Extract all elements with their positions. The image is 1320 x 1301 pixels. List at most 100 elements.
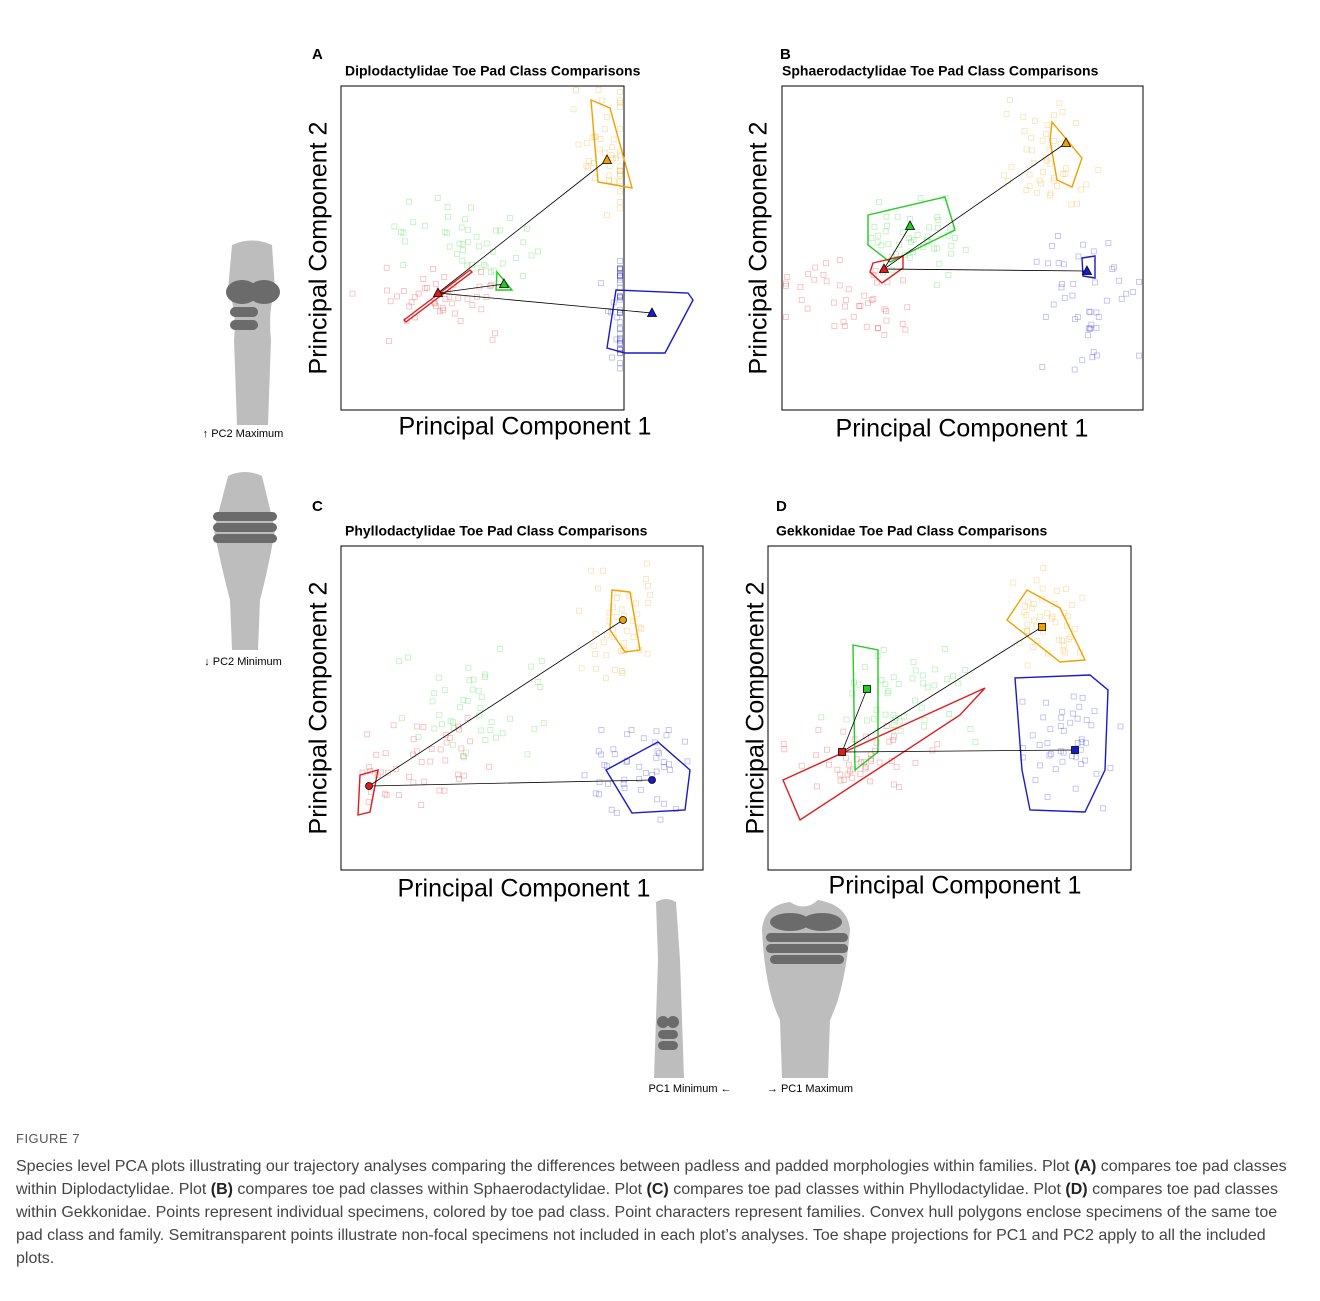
convex-hull	[1015, 675, 1108, 812]
faint-point	[872, 716, 877, 721]
faint-point	[1080, 695, 1085, 700]
faint-point	[644, 770, 649, 775]
faint-point	[932, 667, 937, 672]
panel-label: B	[780, 46, 791, 63]
faint-point	[1071, 711, 1076, 716]
faint-point	[920, 673, 925, 678]
faint-point	[618, 361, 623, 366]
faint-point	[610, 145, 615, 150]
faint-point	[571, 107, 576, 112]
faint-point	[843, 297, 848, 302]
panel-reference: (A)	[1074, 1158, 1096, 1175]
faint-point	[382, 791, 387, 796]
faint-point	[641, 736, 646, 741]
faint-point	[935, 215, 940, 220]
faint-point	[1081, 242, 1086, 247]
faint-point	[1040, 365, 1045, 370]
faint-point	[1069, 202, 1074, 207]
faint-point	[883, 229, 888, 234]
faint-point	[911, 659, 916, 664]
faint-point	[479, 307, 484, 312]
faint-point	[882, 307, 887, 312]
faint-point	[470, 302, 475, 307]
faint-point	[612, 752, 617, 757]
faint-point	[858, 304, 863, 309]
faint-point	[1073, 121, 1078, 126]
faint-point	[442, 274, 447, 279]
faint-point	[618, 206, 623, 211]
faint-point	[1112, 265, 1117, 270]
faint-point	[416, 734, 421, 739]
faint-point	[429, 747, 434, 752]
faint-point	[613, 667, 618, 672]
faint-point	[645, 583, 650, 588]
faint-point	[1033, 624, 1038, 629]
faint-point	[618, 258, 623, 263]
faint-point	[645, 651, 650, 656]
faint-point	[827, 762, 832, 767]
faint-point	[532, 726, 537, 731]
faint-point	[1021, 114, 1026, 119]
centroid	[906, 221, 915, 230]
faint-point	[1004, 111, 1009, 116]
faint-point	[877, 200, 882, 205]
faint-point	[618, 90, 623, 95]
faint-point	[1040, 138, 1045, 143]
faint-point	[1084, 182, 1089, 187]
faint-point	[1092, 709, 1097, 714]
toe-caption: ↓ PC2 Minimum	[204, 656, 282, 668]
faint-point	[887, 739, 892, 744]
faint-point	[589, 568, 594, 573]
faint-point	[784, 315, 789, 320]
faint-point	[432, 726, 437, 731]
faint-point	[491, 268, 496, 273]
faint-point	[421, 724, 426, 729]
faint-point	[1045, 794, 1050, 799]
faint-point	[407, 199, 412, 204]
faint-point	[1031, 618, 1036, 623]
faint-point	[1061, 643, 1066, 648]
faint-point	[1037, 614, 1042, 619]
faint-point	[819, 715, 824, 720]
faint-point	[430, 699, 435, 704]
panel-label: A	[312, 46, 323, 63]
faint-point	[837, 283, 842, 288]
faint-point	[857, 304, 862, 309]
faint-point	[907, 255, 912, 260]
faint-point	[813, 265, 818, 270]
panel-title: Diplodactylidae Toe Pad Class Comparison…	[345, 63, 641, 79]
faint-point	[1068, 720, 1073, 725]
faint-point	[1072, 367, 1077, 372]
panel: CPhyllodactylidae Toe Pad Class Comparis…	[305, 498, 703, 903]
faint-point	[639, 626, 644, 631]
faint-point	[597, 780, 602, 785]
faint-point	[915, 233, 920, 238]
faint-point	[1064, 166, 1069, 171]
faint-point	[488, 727, 493, 732]
faint-point	[1041, 565, 1046, 570]
faint-point	[1108, 765, 1113, 770]
faint-point	[1091, 249, 1096, 254]
faint-point	[1043, 131, 1048, 136]
y-axis-label: Principal Component 2	[305, 122, 333, 375]
faint-point	[864, 718, 869, 723]
faint-point	[465, 296, 470, 301]
faint-point	[474, 234, 479, 239]
faint-point	[1137, 279, 1142, 284]
trajectory	[884, 143, 1066, 269]
faint-point	[484, 241, 489, 246]
faint-point	[407, 774, 412, 779]
faint-point	[1080, 595, 1085, 600]
faint-point	[644, 577, 649, 582]
figure: ↑ PC2 Maximum ↓ PC2 Minimum PC1 Minimum …	[0, 0, 1320, 1120]
faint-point	[442, 788, 447, 793]
faint-point	[460, 258, 465, 263]
faint-point	[396, 793, 401, 798]
figure-caption: Species level PCA plots illustrating our…	[16, 1155, 1306, 1270]
faint-point	[602, 126, 607, 131]
faint-point	[816, 728, 821, 733]
faint-point	[445, 205, 450, 210]
faint-point	[662, 801, 667, 806]
faint-point	[871, 296, 876, 301]
trajectory	[842, 627, 1042, 752]
